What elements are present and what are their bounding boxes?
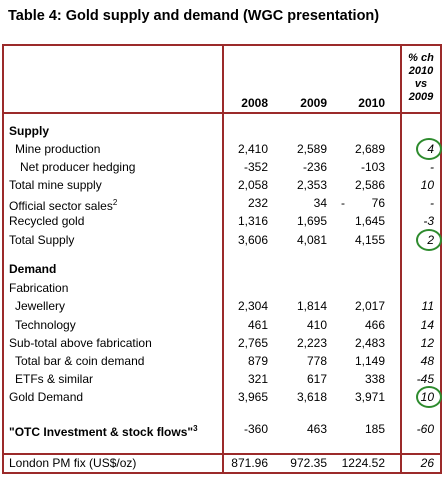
pct-change-value: 14 — [420, 318, 434, 332]
cell-2010: 4,155 — [354, 233, 385, 247]
column-divider — [400, 44, 402, 474]
cell-2009: 34 — [313, 196, 327, 210]
cell-2010: 2,689 — [354, 142, 385, 156]
cell-2010: 2,586 — [354, 178, 385, 192]
dash-marker: - — [341, 196, 345, 210]
cell-2009: -236 — [302, 160, 327, 174]
cell-2009: 778 — [306, 354, 327, 368]
row-label: London PM fix (US$/oz) — [9, 456, 137, 470]
cell-2008: 3,965 — [237, 390, 268, 404]
row-label: Total mine supply — [9, 178, 102, 192]
pct-change-value: -60 — [416, 422, 434, 436]
cell-2008: 2,304 — [237, 299, 268, 313]
cell-2008: 321 — [247, 372, 268, 386]
year-header-2009: 2009 — [300, 96, 327, 110]
cell-2010: 185 — [364, 422, 385, 436]
row-label: Official sector sales2 — [9, 198, 118, 213]
cell-2009: 2,223 — [296, 336, 327, 350]
footnote-marker: 3 — [193, 424, 198, 433]
cell-2010: -103 — [360, 160, 385, 174]
cell-2008: 1,316 — [237, 214, 268, 228]
cell-2009: 463 — [306, 422, 327, 436]
row-label: Technology — [15, 318, 76, 332]
cell-2010: 338 — [364, 372, 385, 386]
cell-2008: 232 — [247, 196, 268, 210]
cell-2009: 3,618 — [296, 390, 327, 404]
year-header-2010: 2010 — [358, 96, 385, 110]
cell-2009: 617 — [306, 372, 327, 386]
cell-2009: 2,589 — [296, 142, 327, 156]
cell-2008: 461 — [247, 318, 268, 332]
cell-2010: 466 — [364, 318, 385, 332]
row-label: "OTC Investment & stock flows"3 — [9, 424, 198, 439]
year-header-2008: 2008 — [241, 96, 268, 110]
cell-2010: 2,483 — [354, 336, 385, 350]
table-title: Table 4: Gold supply and demand (WGC pre… — [8, 8, 380, 24]
cell-2010: 3,971 — [354, 390, 385, 404]
highlight-circle — [416, 138, 442, 160]
cell-2009: 410 — [306, 318, 327, 332]
pct-change-header-line: vs — [414, 78, 428, 90]
row-label: Net producer hedging — [20, 160, 136, 174]
row-label: Sub-total above fabrication — [9, 336, 152, 350]
pct-change-value: - — [430, 196, 434, 210]
pct-change-value: -45 — [416, 372, 434, 386]
pct-change-value: - — [430, 160, 434, 174]
highlight-circle — [416, 229, 442, 251]
pct-change-value: 11 — [421, 299, 434, 313]
cell-2008: 2,410 — [237, 142, 268, 156]
pct-change-header-line: 2009 — [408, 91, 434, 103]
row-label: Demand — [9, 262, 57, 276]
cell-2009: 4,081 — [296, 233, 327, 247]
row-label: Mine production — [15, 142, 101, 156]
header-divider — [2, 112, 442, 114]
pct-change-value: -3 — [423, 214, 434, 228]
cell-2010: 76 — [371, 196, 385, 210]
pct-change-value: 12 — [420, 336, 434, 350]
cell-2008: -360 — [243, 422, 268, 436]
cell-2008: 2,058 — [237, 178, 268, 192]
cell-2008: 3,606 — [237, 233, 268, 247]
row-label: Recycled gold — [9, 214, 85, 228]
row-label: Total Supply — [9, 233, 75, 247]
row-label: ETFs & similar — [15, 372, 93, 386]
cell-2010: 2,017 — [354, 299, 385, 313]
pct-change-value: 10 — [420, 178, 434, 192]
pct-change-value: 48 — [420, 354, 434, 368]
row-label: Gold Demand — [9, 390, 84, 404]
cell-2008: -352 — [243, 160, 268, 174]
footnote-marker: 2 — [112, 198, 118, 207]
cell-2008: 871.96 — [231, 456, 268, 470]
row-label: Jewellery — [15, 299, 66, 313]
pct-change-header: % ch 2010 vs 2009 — [402, 52, 440, 104]
cell-2009: 972.35 — [290, 456, 327, 470]
column-divider — [222, 44, 224, 474]
cell-2009: 2,353 — [296, 178, 327, 192]
row-label: Supply — [9, 124, 50, 138]
pct-change-header-line: % ch — [408, 52, 434, 64]
cell-2008: 2,765 — [237, 336, 268, 350]
cell-2010: 1,645 — [354, 214, 385, 228]
highlight-circle — [416, 386, 442, 408]
cell-2010: 1,149 — [354, 354, 385, 368]
footer-divider — [2, 453, 442, 455]
cell-2009: 1,695 — [296, 214, 327, 228]
pct-change-value: 26 — [420, 456, 434, 470]
pct-change-header-line: 2010 — [408, 65, 434, 77]
cell-2009: 1,814 — [296, 299, 327, 313]
cell-2008: 879 — [247, 354, 268, 368]
cell-2010: 1224.52 — [341, 456, 385, 470]
row-label: Total bar & coin demand — [15, 354, 145, 368]
row-label: Fabrication — [9, 281, 69, 295]
